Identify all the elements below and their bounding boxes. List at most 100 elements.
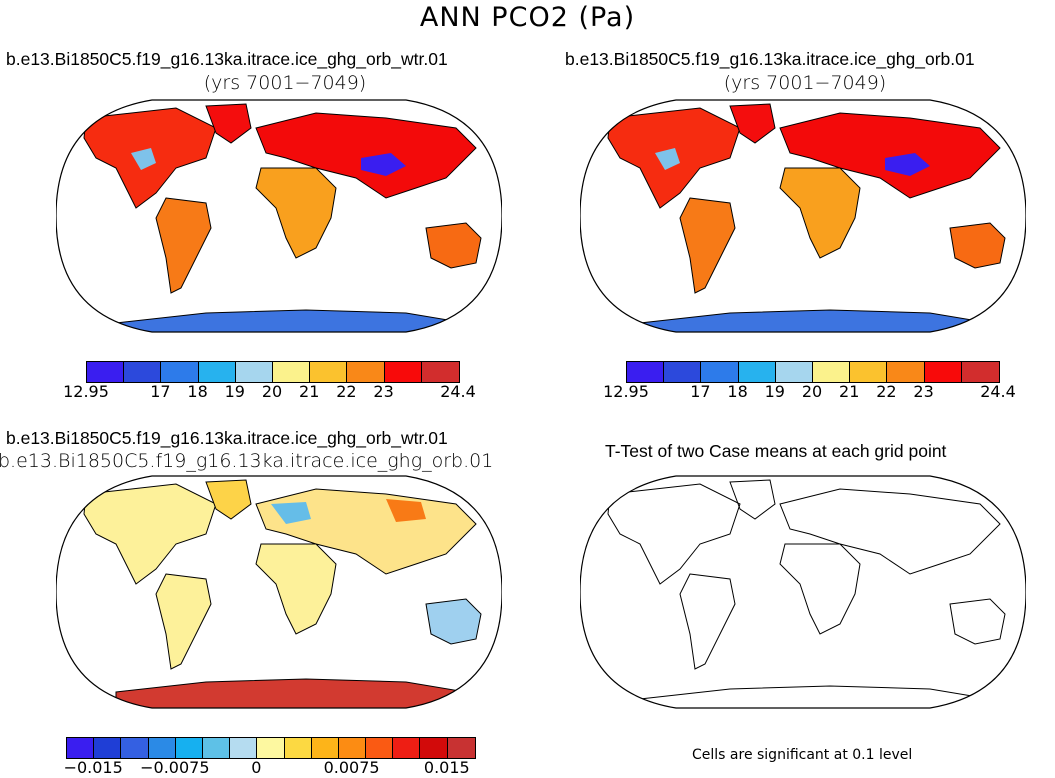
australia <box>425 222 482 269</box>
panel3-subtitle: b.e13.Bi1850C5.f19_g16.13ka.itrace.ice_g… <box>0 450 494 472</box>
colorbar-swatch <box>420 738 448 758</box>
colorbar-tick-label: −0.0075 <box>140 758 210 777</box>
africa <box>255 543 337 635</box>
colorbar-swatch <box>421 362 459 382</box>
colorbar-tick-label: −0.015 <box>63 758 123 777</box>
eurasia <box>779 112 1001 199</box>
colorbar-tick-label: 12.95 <box>63 382 109 401</box>
antarctica <box>639 309 991 332</box>
colorbar-tick-label: 23 <box>373 382 394 401</box>
panel1-subtitle: (yrs 7001−7049) <box>203 72 367 94</box>
australia <box>425 598 482 645</box>
colorbar-swatch <box>311 738 339 758</box>
antarctica <box>639 685 991 700</box>
antarctica <box>115 678 467 708</box>
panel2-subtitle: (yrs 7001−7049) <box>723 72 887 94</box>
colorbar-tick-label: 0.0075 <box>323 758 380 777</box>
colorbar-swatch <box>627 362 665 382</box>
colorbar-swatch <box>366 738 394 758</box>
eurasia <box>255 112 477 199</box>
panel1-map <box>56 99 502 333</box>
colorbar-tick-label: 22 <box>876 382 897 401</box>
colorbar-tick-label: 18 <box>187 382 208 401</box>
colorbar-swatch <box>924 362 962 382</box>
colorbar-swatch <box>284 738 312 758</box>
antarctica <box>115 309 467 332</box>
colorbar-tick-label: 21 <box>839 382 860 401</box>
colorbar-tick-label: 0.015 <box>423 758 470 777</box>
colorbar-swatch <box>738 362 776 382</box>
colorbar-tick-label: 19 <box>224 382 245 401</box>
colorbar-swatch <box>124 362 162 382</box>
panel2-colorbar <box>626 361 1000 383</box>
north-america <box>83 483 217 585</box>
colorbar-swatch <box>67 738 95 758</box>
colorbar-swatch <box>257 738 285 758</box>
colorbar-swatch <box>87 362 125 382</box>
australia <box>949 222 1006 269</box>
colorbar-swatch <box>447 738 475 758</box>
colorbar-swatch <box>198 362 236 382</box>
europe-cold-region <box>271 502 311 524</box>
panel2-title: b.e13.Bi1850C5.f19_g16.13ka.itrace.ice_g… <box>565 49 975 69</box>
siberia-warm-region <box>386 499 426 522</box>
colorbar-swatch <box>175 738 203 758</box>
na-cold-region <box>131 148 156 170</box>
colorbar-tick-label: 23 <box>913 382 934 401</box>
colorbar-swatch <box>121 738 149 758</box>
colorbar-swatch <box>887 362 925 382</box>
colorbar-swatch <box>384 362 422 382</box>
panel1-title: b.e13.Bi1850C5.f19_g16.13ka.itrace.ice_g… <box>6 49 448 69</box>
asia-low-region <box>361 153 406 176</box>
colorbar-tick-label: 22 <box>336 382 357 401</box>
panel4-title: T-Test of two Case means at each grid po… <box>605 441 947 461</box>
eurasia <box>779 488 1001 575</box>
asia-low-region <box>885 153 930 176</box>
colorbar-swatch <box>393 738 421 758</box>
colorbar-swatch <box>664 362 702 382</box>
panel3-colorbar <box>66 737 476 759</box>
south-america <box>155 573 212 670</box>
colorbar-tick-label: 24.4 <box>980 382 1016 401</box>
colorbar-tick-label: 19 <box>764 382 785 401</box>
africa <box>779 543 861 635</box>
south-america <box>679 573 736 670</box>
colorbar-swatch <box>701 362 739 382</box>
colorbar-tick-label: 24.4 <box>440 382 476 401</box>
colorbar-swatch <box>775 362 813 382</box>
colorbar-swatch <box>310 362 348 382</box>
north-america <box>607 483 741 585</box>
panel3-map <box>56 475 502 709</box>
colorbar-tick-label: 21 <box>299 382 320 401</box>
south-america <box>679 197 736 294</box>
colorbar-swatch <box>94 738 122 758</box>
colorbar-tick-label: 0 <box>251 758 262 777</box>
africa <box>255 167 337 259</box>
colorbar-swatch <box>202 738 231 758</box>
greenland <box>729 103 776 144</box>
colorbar-swatch <box>961 362 999 382</box>
colorbar-swatch <box>161 362 199 382</box>
colorbar-tick-label: 18 <box>727 382 748 401</box>
greenland <box>205 103 252 144</box>
panel4-note: Cells are significant at 0.1 level <box>692 747 913 763</box>
colorbar-swatch <box>850 362 888 382</box>
panel3-title: b.e13.Bi1850C5.f19_g16.13ka.itrace.ice_g… <box>6 428 448 448</box>
colorbar-swatch <box>338 738 367 758</box>
colorbar-swatch <box>230 738 258 758</box>
colorbar-tick-label: 12.95 <box>603 382 649 401</box>
colorbar-tick-label: 17 <box>690 382 711 401</box>
panel4-map <box>580 475 1026 709</box>
south-america <box>155 197 212 294</box>
australia <box>949 598 1006 645</box>
panel1-colorbar <box>86 361 460 383</box>
colorbar-swatch <box>812 362 851 382</box>
colorbar-swatch <box>148 738 176 758</box>
colorbar-tick-label: 20 <box>801 382 823 401</box>
africa <box>779 167 861 259</box>
colorbar-swatch <box>235 362 273 382</box>
colorbar-swatch <box>347 362 385 382</box>
colorbar-tick-label: 17 <box>150 382 171 401</box>
greenland <box>205 479 252 520</box>
na-cold-region <box>655 148 680 170</box>
